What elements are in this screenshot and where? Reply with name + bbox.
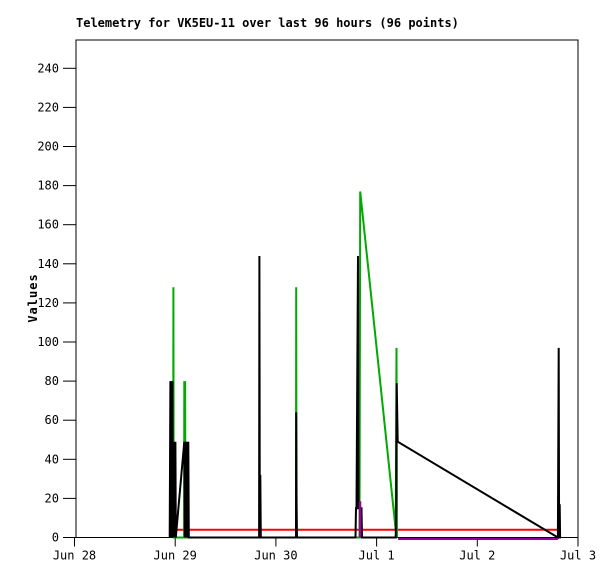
y-tick-label: 80 xyxy=(45,374,59,388)
plot-frame xyxy=(75,39,579,538)
x-tick-label: Jun 30 xyxy=(254,549,297,563)
x-tick-label: Jun 29 xyxy=(154,549,197,563)
y-tick-label: 20 xyxy=(45,491,59,505)
series-green-channel-line xyxy=(172,191,398,539)
chart-title: Telemetry for VK5EU-11 over last 96 hour… xyxy=(76,16,459,30)
series-black-channel-line xyxy=(168,255,562,540)
x-tick-label: Jun 28 xyxy=(53,549,96,563)
y-tick-label: 240 xyxy=(37,61,59,75)
y-tick-label: 120 xyxy=(37,296,59,310)
y-tick-label: 0 xyxy=(52,531,59,545)
y-tick-label: 60 xyxy=(45,413,59,427)
y-axis-label: Values xyxy=(26,273,40,323)
y-tick-label: 140 xyxy=(37,257,59,271)
y-tick-label: 220 xyxy=(37,100,59,114)
y-tick-label: 100 xyxy=(37,335,59,349)
y-tick-label: 180 xyxy=(37,179,59,193)
x-tick-label: Jul 3 xyxy=(560,549,596,563)
x-tick-label: Jul 1 xyxy=(359,549,395,563)
y-tick-label: 160 xyxy=(37,218,59,232)
x-tick-label: Jul 2 xyxy=(459,549,495,563)
y-tick-label: 200 xyxy=(37,140,59,154)
y-tick-label: 40 xyxy=(45,452,59,466)
